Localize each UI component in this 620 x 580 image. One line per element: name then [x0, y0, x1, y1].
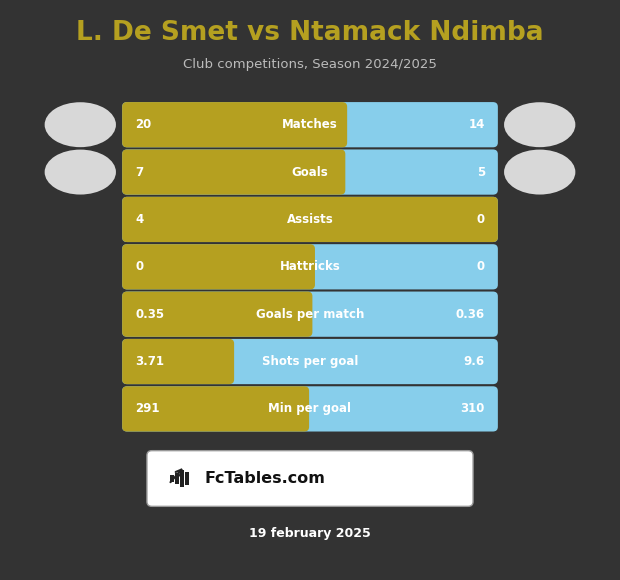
Text: L. De Smet vs Ntamack Ndimba: L. De Smet vs Ntamack Ndimba [76, 20, 544, 46]
Text: 291: 291 [135, 403, 160, 415]
FancyBboxPatch shape [122, 244, 315, 289]
Text: 14: 14 [469, 118, 485, 131]
Text: FcTables.com: FcTables.com [205, 471, 326, 486]
Bar [175, 473, 179, 484]
Ellipse shape [504, 102, 575, 147]
FancyBboxPatch shape [122, 197, 498, 242]
FancyBboxPatch shape [122, 150, 345, 195]
FancyBboxPatch shape [122, 292, 312, 337]
FancyBboxPatch shape [147, 451, 473, 506]
FancyBboxPatch shape [122, 292, 498, 337]
Text: 0.36: 0.36 [456, 307, 485, 321]
FancyBboxPatch shape [122, 102, 347, 147]
Text: Matches: Matches [282, 118, 338, 131]
Text: Assists: Assists [286, 213, 334, 226]
FancyBboxPatch shape [122, 102, 498, 147]
Text: 19 february 2025: 19 february 2025 [249, 527, 371, 540]
Ellipse shape [504, 150, 575, 194]
Ellipse shape [45, 102, 116, 147]
Text: Hattricks: Hattricks [280, 260, 340, 273]
FancyBboxPatch shape [122, 386, 498, 432]
Text: 310: 310 [461, 403, 485, 415]
Ellipse shape [45, 150, 116, 194]
Text: 0.35: 0.35 [135, 307, 164, 321]
Text: Goals: Goals [291, 165, 329, 179]
Text: 0: 0 [135, 260, 143, 273]
Text: 3.71: 3.71 [135, 355, 164, 368]
Text: 4: 4 [135, 213, 143, 226]
Text: Shots per goal: Shots per goal [262, 355, 358, 368]
Text: 0: 0 [477, 213, 485, 226]
Text: Goals per match: Goals per match [256, 307, 364, 321]
FancyBboxPatch shape [122, 339, 234, 384]
FancyBboxPatch shape [122, 244, 498, 289]
Text: Min per goal: Min per goal [268, 403, 352, 415]
FancyBboxPatch shape [122, 386, 309, 432]
Bar [180, 470, 184, 487]
FancyBboxPatch shape [122, 339, 498, 384]
Text: 0: 0 [477, 260, 485, 273]
Text: Club competitions, Season 2024/2025: Club competitions, Season 2024/2025 [183, 58, 437, 71]
Text: 7: 7 [135, 165, 143, 179]
FancyBboxPatch shape [122, 150, 498, 195]
Bar [185, 472, 189, 485]
Bar [170, 475, 174, 482]
FancyBboxPatch shape [122, 197, 498, 242]
Text: 5: 5 [477, 165, 485, 179]
Text: 9.6: 9.6 [464, 355, 485, 368]
Text: 20: 20 [135, 118, 151, 131]
